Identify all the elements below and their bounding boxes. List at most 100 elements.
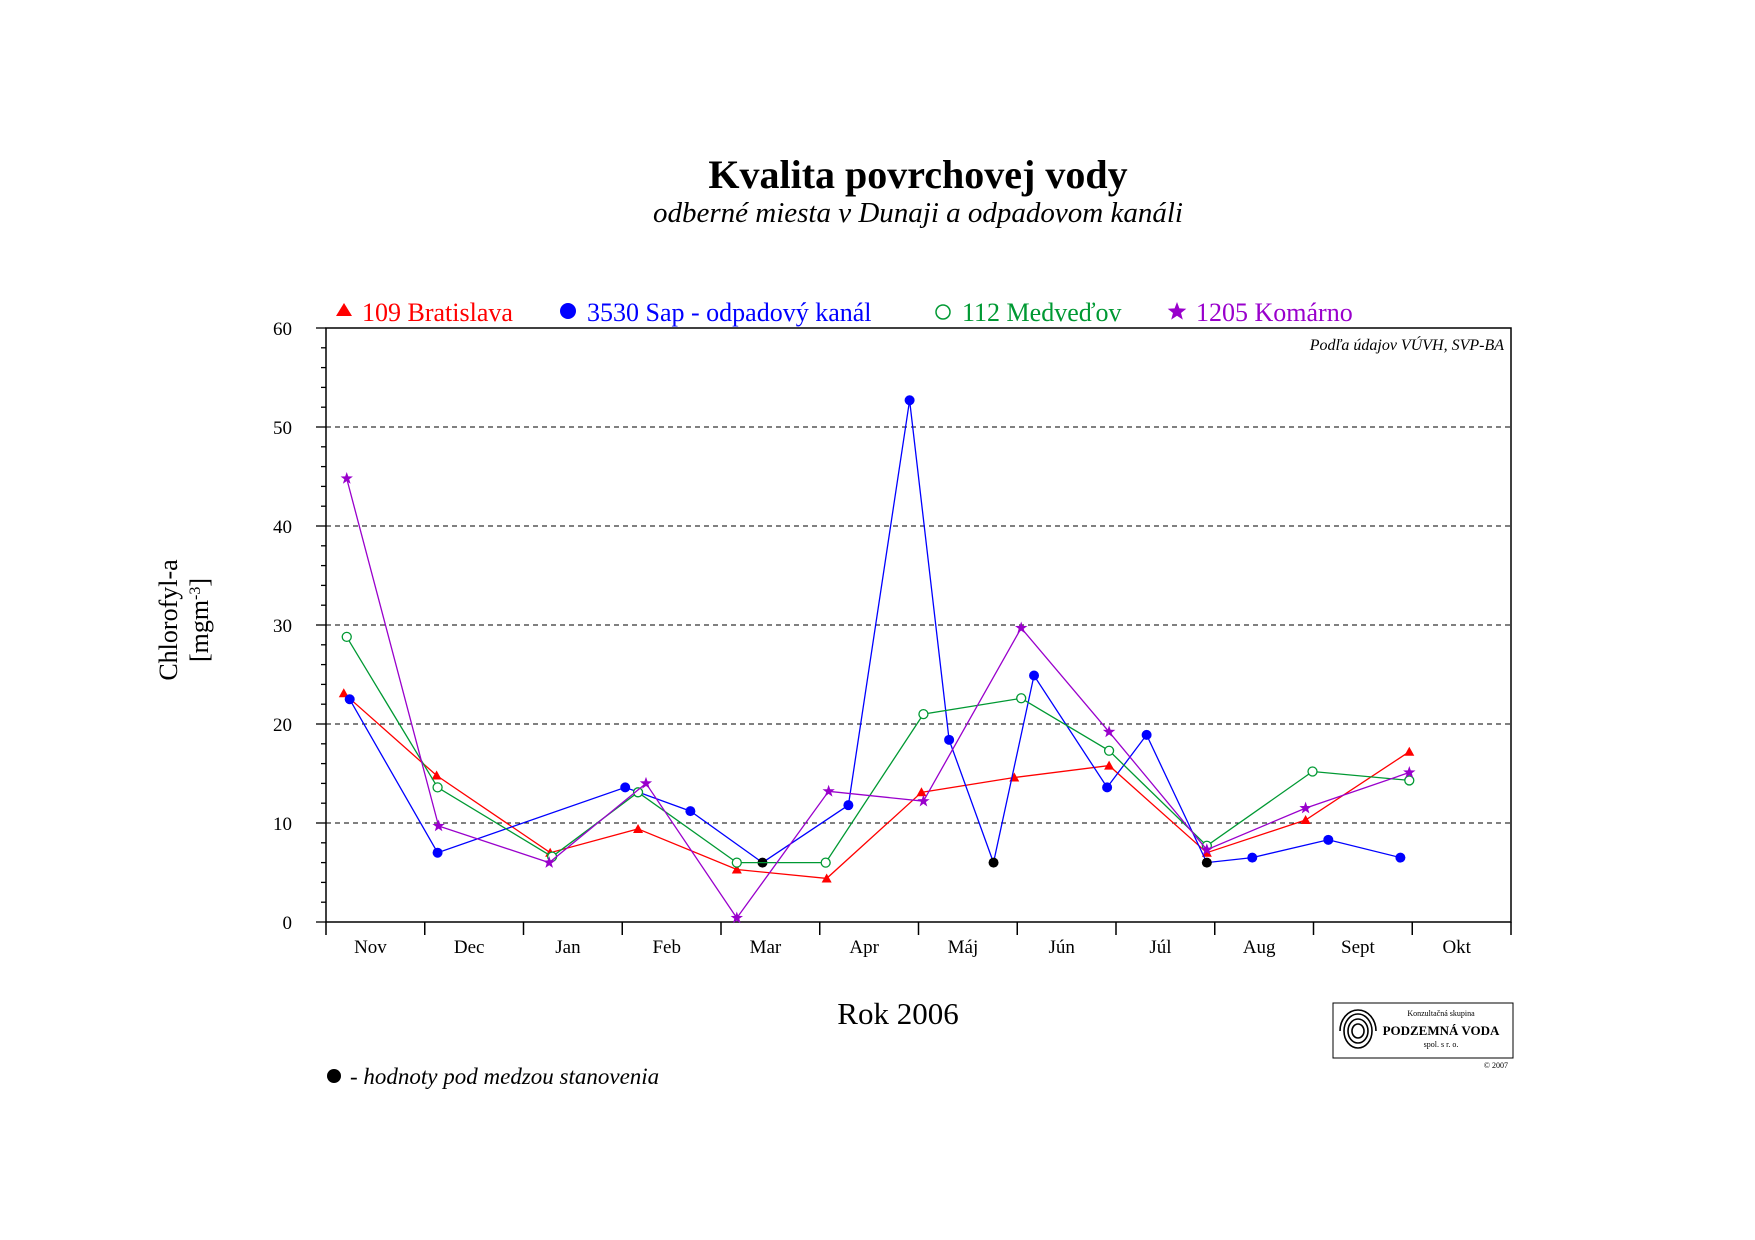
x-tick-label: Júl	[1149, 937, 1171, 958]
x-tick-label: Máj	[948, 937, 979, 958]
plot-area	[325, 327, 1512, 923]
x-tick-label: Apr	[849, 937, 879, 958]
legend-label-medvedov: 112 Medveďov	[962, 298, 1122, 327]
data-point-sap	[1141, 729, 1152, 740]
data-point-medvedov	[432, 782, 443, 793]
data-point-bratislava	[916, 787, 927, 797]
logo-line2: PODZEMNÁ VODA	[1383, 1023, 1500, 1038]
series-line-komarno	[346, 478, 1410, 920]
x-tick-label: Nov	[354, 937, 387, 958]
data-point-medvedov	[1103, 745, 1115, 756]
fingerprint-icon	[1339, 1009, 1377, 1049]
legend-label-bratislava: 109 Bratislava	[362, 298, 513, 327]
source-note: Podľa údajov VÚVH, SVP-BA	[1309, 335, 1504, 354]
data-point-medvedov	[632, 787, 644, 798]
series-line-sap	[349, 400, 1401, 865]
data-point-medvedov	[341, 631, 352, 643]
footnote-marker	[327, 1069, 341, 1083]
x-axis-label: Rok 2006	[837, 996, 958, 1031]
legend: 109 Bratislava 3530 Sap - odpadový kanál…	[336, 298, 1353, 327]
y-tick-label: 0	[283, 913, 293, 934]
series-medvedov	[341, 631, 1415, 868]
legend-label-sap: 3530 Sap - odpadový kanál	[587, 298, 872, 327]
data-point-bratislava	[1300, 815, 1311, 825]
y-tick-label: 10	[273, 814, 292, 835]
data-point-sap	[1247, 852, 1258, 863]
data-point-komarno	[730, 911, 743, 924]
data-point-sap	[1102, 782, 1113, 793]
y-tick-label: 40	[273, 517, 292, 538]
gridlines	[326, 426, 1511, 824]
footnote-text: - hodnoty pod medzou stanovenia	[350, 1064, 659, 1089]
logo-line1: Konzultačná skupina	[1407, 1009, 1475, 1018]
x-tick-label: Feb	[652, 937, 681, 958]
logo-copyright: © 2007	[1484, 1061, 1508, 1070]
x-axis: Nov Dec Jan Feb Mar Apr Máj Jún Júl Aug Sept Okt	[325, 922, 1512, 958]
data-point-bratislava	[821, 873, 832, 883]
company-logo: Konzultačná skupina PODZEMNÁ VODA spol. …	[1332, 1002, 1514, 1059]
data-point-medvedov	[731, 857, 742, 868]
y-axis-unit: [mgm-3]	[185, 578, 214, 662]
data-point-komarno	[1299, 801, 1312, 814]
data-point-sap	[843, 800, 854, 811]
data-point-sap	[620, 782, 631, 793]
legend-label-komarno: 1205 Komárno	[1196, 298, 1353, 327]
data-point-komarno	[1403, 766, 1416, 778]
x-tick-label: Okt	[1442, 937, 1471, 958]
data-point-bratislava	[431, 770, 442, 780]
chart-subtitle: odberné miesta v Dunaji a odpadovom kaná…	[653, 197, 1183, 229]
data-point-komarno	[1200, 843, 1213, 855]
x-tick-label: Jún	[1048, 937, 1075, 958]
data-point-komarno	[1015, 621, 1028, 634]
legend-marker-medvedov	[935, 304, 951, 320]
data-point-komarno	[1102, 725, 1116, 738]
y-axis: 0 10 20 30 40 50 60	[273, 319, 326, 934]
data-point-bratislava	[1404, 746, 1415, 756]
data-point-komarno	[340, 472, 353, 484]
legend-marker-bratislava	[336, 303, 352, 316]
x-tick-label: Mar	[750, 937, 782, 958]
y-tick-label: 50	[273, 418, 292, 439]
data-point-medvedov	[918, 708, 929, 720]
data-point-sap	[1323, 834, 1334, 845]
data-point-bratislava	[633, 823, 644, 833]
data-point-sap	[685, 806, 696, 817]
data-point-komarno	[543, 856, 556, 868]
series-sap	[344, 395, 1406, 868]
data-point-sap	[904, 395, 915, 406]
x-tick-label: Dec	[454, 937, 485, 958]
data-point-medvedov	[1404, 775, 1415, 786]
data-point-sap	[432, 847, 443, 858]
data-point-medvedov	[820, 857, 831, 868]
y-tick-label: 30	[273, 616, 292, 637]
data-point-bratislava	[1104, 760, 1115, 770]
data-point-sap	[1201, 857, 1212, 868]
series-line-bratislava	[343, 692, 1410, 880]
data-point-sap	[988, 857, 999, 868]
legend-marker-sap	[560, 303, 576, 319]
data-point-medvedov	[1016, 693, 1027, 704]
x-tick-label: Aug	[1243, 937, 1276, 958]
data-point-komarno	[639, 776, 653, 789]
series	[338, 395, 1416, 924]
y-tick-label: 60	[273, 319, 292, 340]
data-point-sap	[1395, 852, 1406, 863]
data-point-sap	[944, 734, 955, 745]
legend-marker-komarno	[1167, 302, 1187, 320]
logo-line3: spol. s r. o.	[1424, 1040, 1459, 1049]
data-point-sap	[344, 694, 355, 705]
data-point-komarno	[917, 794, 930, 807]
data-point-bratislava	[731, 864, 742, 874]
series-komarno	[340, 472, 1416, 924]
series-line-medvedov	[346, 636, 1410, 864]
data-point-bratislava	[338, 688, 349, 698]
x-tick-label: Jan	[555, 937, 581, 958]
data-point-medvedov	[1307, 766, 1318, 777]
y-tick-label: 20	[273, 715, 292, 736]
x-tick-label: Sept	[1341, 937, 1376, 958]
data-point-komarno	[432, 819, 445, 832]
data-point-komarno	[822, 784, 835, 797]
y-axis-label: Chlorofyl-a	[154, 559, 183, 681]
data-point-sap	[1029, 670, 1040, 681]
